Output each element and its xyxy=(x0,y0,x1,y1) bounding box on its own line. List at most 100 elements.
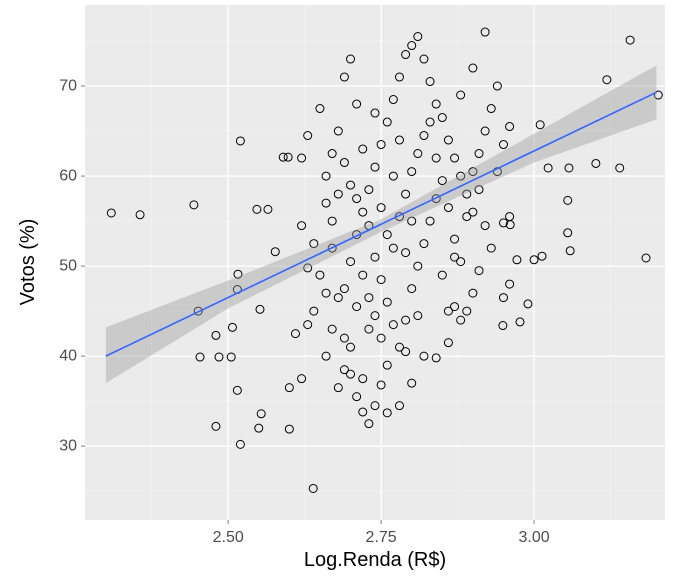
point xyxy=(512,255,522,265)
point xyxy=(297,374,307,384)
point xyxy=(468,167,478,177)
point xyxy=(565,246,575,256)
point xyxy=(327,324,337,334)
point xyxy=(388,171,398,181)
point xyxy=(419,131,429,141)
point xyxy=(505,122,515,132)
point xyxy=(498,218,508,228)
point xyxy=(407,284,417,294)
point xyxy=(425,77,435,87)
point xyxy=(232,385,242,395)
point xyxy=(352,392,362,402)
point xyxy=(333,189,343,199)
point xyxy=(468,63,478,73)
point xyxy=(370,311,380,321)
point xyxy=(327,149,337,159)
point xyxy=(563,195,573,205)
point xyxy=(443,203,453,213)
point xyxy=(195,352,205,362)
point xyxy=(346,54,356,64)
point xyxy=(327,243,337,253)
point xyxy=(321,171,331,181)
x-axis-title: Log.Renda (R$) xyxy=(304,549,446,571)
point xyxy=(468,207,478,217)
point xyxy=(625,35,635,45)
point xyxy=(339,365,349,375)
point xyxy=(443,338,453,348)
point xyxy=(135,210,145,220)
point xyxy=(498,321,508,331)
point xyxy=(254,423,264,433)
point xyxy=(450,153,460,163)
point xyxy=(297,221,307,231)
point xyxy=(211,421,221,431)
point xyxy=(456,171,466,181)
point xyxy=(346,257,356,267)
point xyxy=(653,90,663,100)
point xyxy=(419,351,429,361)
point xyxy=(394,401,404,411)
point xyxy=(543,163,553,173)
point xyxy=(492,167,502,177)
point xyxy=(462,212,472,222)
point xyxy=(263,204,273,214)
point xyxy=(346,342,356,352)
point xyxy=(437,176,447,186)
point xyxy=(376,380,386,390)
point xyxy=(401,248,411,258)
point xyxy=(352,194,362,204)
point xyxy=(450,234,460,244)
point xyxy=(407,216,417,226)
point xyxy=(413,261,423,271)
point xyxy=(443,135,453,145)
point xyxy=(352,99,362,109)
point xyxy=(270,247,280,257)
panel xyxy=(85,5,665,520)
point xyxy=(498,293,508,303)
point xyxy=(235,136,245,146)
point xyxy=(189,200,199,210)
point xyxy=(370,162,380,172)
point xyxy=(450,252,460,262)
point xyxy=(641,253,651,263)
point xyxy=(346,369,356,379)
point xyxy=(309,306,319,316)
point xyxy=(339,284,349,294)
point xyxy=(413,32,423,42)
point xyxy=(303,263,313,273)
point xyxy=(235,439,245,449)
x-tick-label: 2.75 xyxy=(366,529,397,546)
point xyxy=(376,275,386,285)
point xyxy=(364,324,374,334)
point xyxy=(401,347,411,357)
point xyxy=(339,158,349,168)
point xyxy=(233,269,243,279)
point xyxy=(284,383,294,393)
point xyxy=(431,153,441,163)
point xyxy=(486,104,496,114)
point xyxy=(352,302,362,312)
point xyxy=(437,113,447,123)
point xyxy=(456,315,466,325)
point xyxy=(425,216,435,226)
point xyxy=(388,320,398,330)
point xyxy=(315,270,325,280)
point xyxy=(523,299,533,309)
point xyxy=(339,333,349,343)
point xyxy=(401,315,411,325)
point xyxy=(339,72,349,82)
point xyxy=(425,117,435,127)
point xyxy=(327,216,337,226)
point xyxy=(591,158,601,168)
point xyxy=(315,104,325,114)
point xyxy=(537,251,547,261)
point xyxy=(413,311,423,321)
point xyxy=(505,279,515,289)
point xyxy=(456,257,466,267)
point xyxy=(283,152,293,162)
point xyxy=(468,288,478,298)
point xyxy=(297,153,307,163)
point xyxy=(321,288,331,298)
point xyxy=(255,304,265,314)
